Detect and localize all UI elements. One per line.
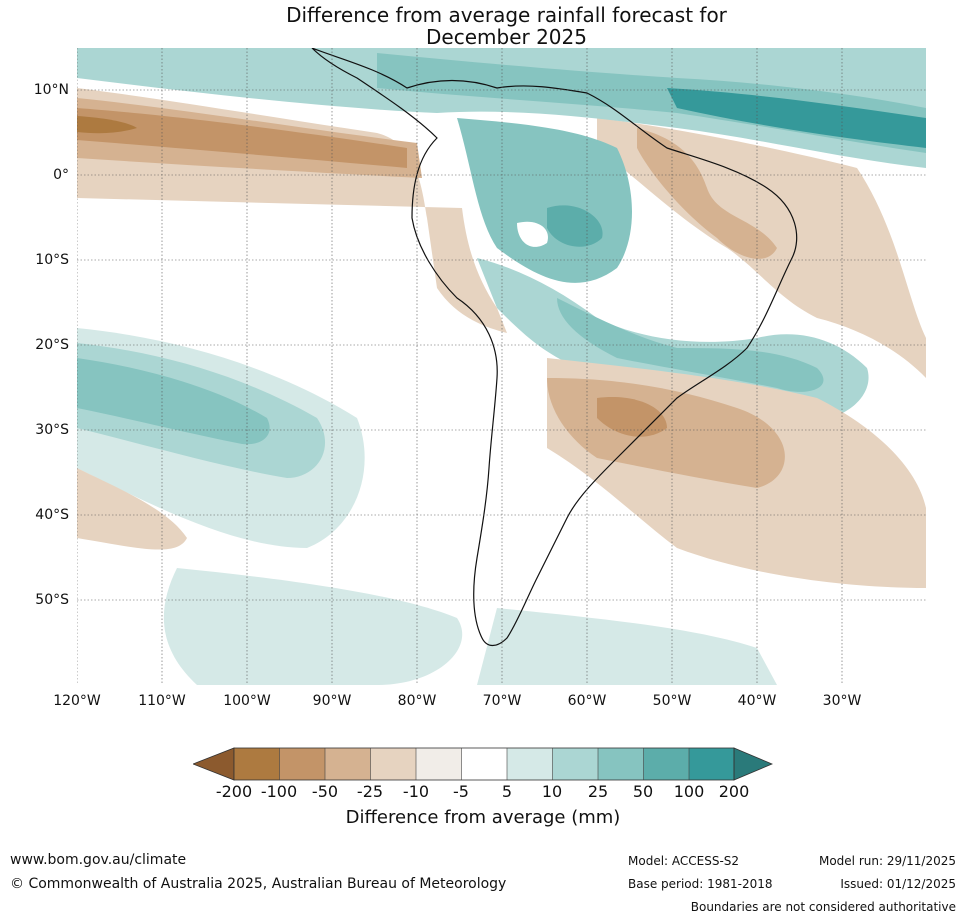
colorbar-bin-3 (325, 748, 371, 780)
model-run-text: Model run: 29/11/2025 (818, 854, 956, 868)
base-period-text: Base period: 1981-2018 (628, 877, 773, 891)
colorbar-tick-50: 50 (632, 782, 654, 801)
colorbar-tick-minus10: -10 (402, 782, 430, 801)
lon-label-100w: 100°W (223, 693, 271, 709)
colorbar-extend-high (733, 747, 773, 781)
lat-label-10n: 10°N (33, 82, 69, 98)
lon-label-90w: 90°W (312, 693, 352, 709)
teal-south (163, 568, 463, 685)
chart-title: Difference from average rainfall forecas… (0, 4, 965, 48)
colorbar-tick-200: 200 (718, 782, 750, 801)
teal-amazon-core (547, 205, 603, 247)
white-amazon-hole (517, 221, 548, 247)
colorbar-bin-1 (234, 748, 280, 780)
brown-se-pacific (77, 468, 187, 550)
lon-label-40w: 40°W (737, 693, 777, 709)
colorbar-tick-5: 5 (501, 782, 513, 801)
colorbar-bin-4 (370, 748, 416, 780)
lon-label-110w: 110°W (138, 693, 186, 709)
teal-pacific-dark (77, 358, 270, 445)
colorbar-bin-9 (598, 748, 644, 780)
brown-south-core (597, 397, 667, 437)
lon-label-30w: 30°W (822, 693, 862, 709)
lat-label-50s: 50°S (35, 592, 69, 608)
colorbar-label: Difference from average (mm) (345, 807, 621, 828)
colorbar-tick-minus100: -100 (260, 782, 298, 801)
south-america-outline (311, 48, 798, 647)
model-text: Model: ACCESS-S2 (628, 854, 740, 868)
teal-corridor-mid (557, 298, 824, 392)
colorbar-bin-7 (507, 748, 553, 780)
website-link[interactable]: www.bom.gov.au/climate (10, 852, 187, 868)
map-svg (77, 48, 926, 685)
brown-band-dark (77, 108, 407, 168)
lat-label-40s: 40°S (35, 507, 69, 523)
brown-core (77, 116, 137, 134)
lon-label-80w: 80°W (397, 693, 437, 709)
colorbar-tick-10: 10 (541, 782, 563, 801)
teal-north-dark (667, 88, 926, 148)
colorbar-tick-minus25: -25 (356, 782, 384, 801)
teal-north-light (77, 48, 926, 168)
colorbar-bin-2 (279, 748, 325, 780)
issued-text: Issued: 01/12/2025 (840, 877, 956, 891)
lon-label-120w: 120°W (53, 693, 101, 709)
colorbar-tick-minus200: -200 (215, 782, 253, 801)
colorbar-extend-low (193, 747, 235, 781)
lat-label-30s: 30°S (35, 422, 69, 438)
lat-label-0: 0° (53, 167, 69, 183)
colorbar-tick-100: 100 (673, 782, 705, 801)
colorbar-bin-6 (461, 748, 507, 780)
disclaimer-text: Boundaries are not considered authoritat… (690, 900, 956, 914)
colorbar-bin-8 (552, 748, 598, 780)
title-line-2: December 2025 (426, 25, 587, 49)
teal-south-east (477, 608, 777, 685)
title-line-1: Difference from average rainfall forecas… (286, 3, 727, 27)
colorbar (193, 747, 773, 781)
rainfall-map (77, 48, 926, 685)
colorbar-tick-minus50: -50 (311, 782, 339, 801)
colorbar-tick-minus5: -5 (453, 782, 469, 801)
lon-label-60w: 60°W (567, 693, 607, 709)
lat-label-20s: 20°S (35, 337, 69, 353)
lon-label-70w: 70°W (482, 693, 522, 709)
colorbar-bin-10 (643, 748, 689, 780)
colorbar-bin-5 (416, 748, 462, 780)
lon-label-50w: 50°W (652, 693, 692, 709)
colorbar-bin-11 (689, 748, 734, 780)
colorbar-tick-25: 25 (587, 782, 609, 801)
gridlines (77, 48, 926, 685)
lat-label-10s: 10°S (35, 252, 69, 268)
copyright-text: © Commonwealth of Australia 2025, Austra… (10, 876, 507, 892)
